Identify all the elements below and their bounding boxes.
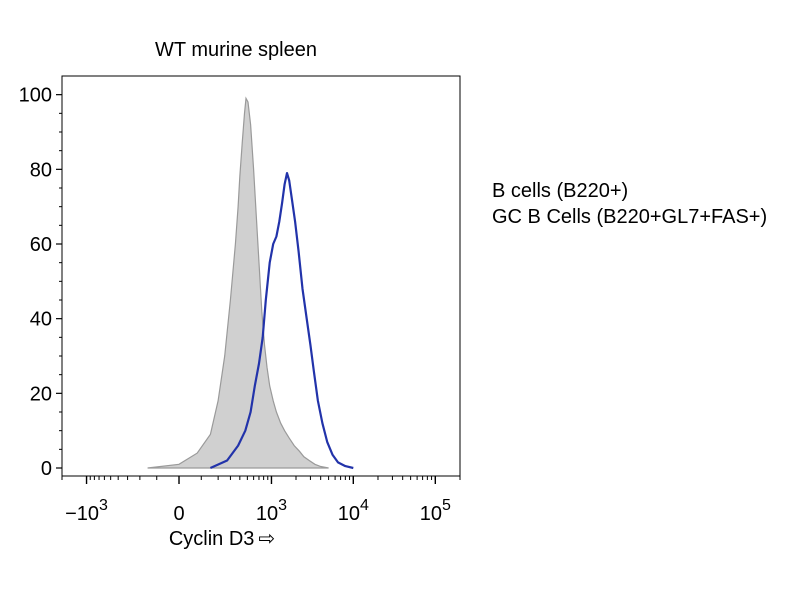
legend-entry: GC B Cells (B220+GL7+FAS+) bbox=[492, 206, 768, 228]
y-tick-label: 0 bbox=[41, 458, 52, 480]
x-tick-label: 103 bbox=[256, 497, 287, 525]
x-tick-label: 0 bbox=[173, 503, 184, 525]
legend: B cells (B220+) GC B Cells (B220+GL7+FAS… bbox=[492, 178, 767, 230]
y-tick-label: 40 bbox=[30, 309, 52, 331]
y-tick-label: 100 bbox=[19, 85, 52, 107]
plot-frame bbox=[61, 75, 461, 477]
plot-area bbox=[147, 96, 354, 470]
y-tick-label: 80 bbox=[30, 159, 52, 181]
x-axis-label: Cyclin D3 ⇨ bbox=[169, 528, 275, 550]
x-tick-label: 104 bbox=[338, 497, 369, 525]
y-tick-label: 20 bbox=[30, 383, 52, 405]
legend-entry: B cells (B220+) bbox=[492, 180, 629, 202]
arrow-icon: ⇨ bbox=[258, 528, 275, 550]
y-tick-label: 60 bbox=[30, 234, 52, 256]
series-1-line bbox=[209, 172, 354, 470]
x-tick-label: −103 bbox=[65, 497, 108, 525]
x-axis: −103 0 103 104 105 bbox=[61, 476, 461, 525]
x-tick-label: 105 bbox=[420, 497, 451, 525]
series-0-area bbox=[147, 96, 329, 469]
y-axis: 0 20 40 60 80 100 bbox=[19, 85, 62, 480]
chart-title: WT murine spleen bbox=[155, 39, 317, 61]
